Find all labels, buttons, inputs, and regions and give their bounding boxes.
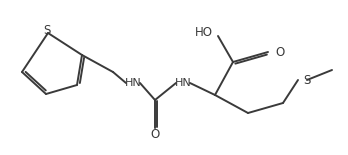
Text: HO: HO — [195, 26, 213, 38]
Text: O: O — [150, 128, 160, 142]
Text: S: S — [303, 73, 310, 86]
Text: S: S — [43, 24, 51, 36]
Text: O: O — [275, 46, 284, 58]
Text: HN: HN — [125, 78, 141, 88]
Text: HN: HN — [175, 78, 191, 88]
